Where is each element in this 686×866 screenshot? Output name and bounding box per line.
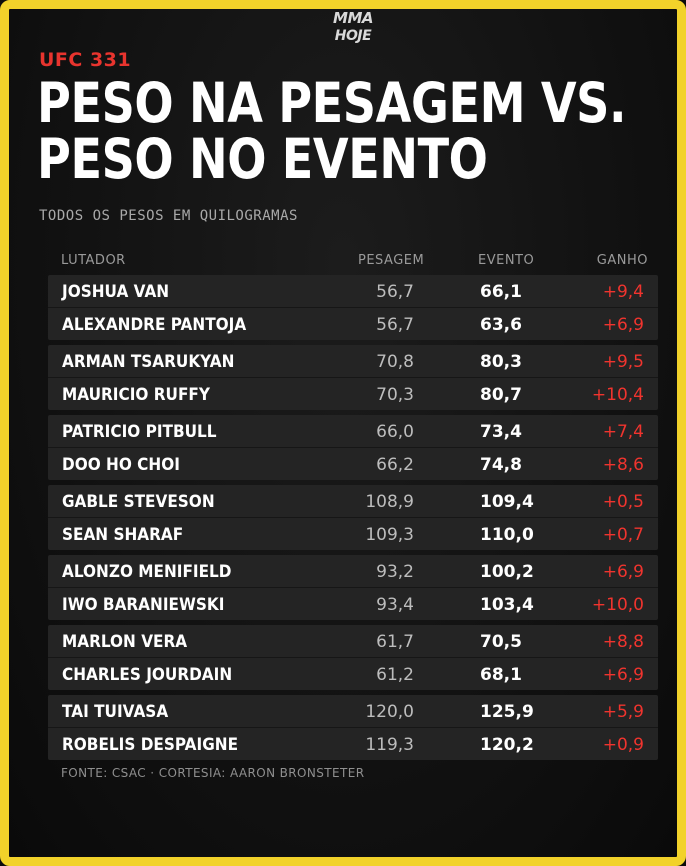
gain-value: +8,6 [602, 455, 644, 475]
header-event: EVENTO [478, 253, 535, 268]
fighter-name: DOO HO CHOI [62, 455, 180, 475]
weigh-in-value: 120,0 [365, 702, 414, 722]
fighter-name: ALONZO MENIFIELD [62, 562, 232, 582]
header-weigh-in: PESAGEM [358, 253, 425, 268]
weigh-in-value: 119,3 [365, 735, 414, 755]
fighter-name: JOSHUA VAN [62, 282, 170, 302]
event-weight-value: 109,4 [480, 492, 534, 512]
page-title: PESO NA PESAGEM VS. PESO NO EVENTO [37, 71, 627, 191]
bout-group: ARMAN TSARUKYAN 70,8 80,3 +9,5 MAURICIO … [48, 345, 658, 410]
event-weight-value: 70,5 [480, 632, 522, 652]
subtitle: TODOS OS PESOS EM QUILOGRAMAS [39, 208, 298, 224]
table-row: GABLE STEVESON 108,9 109,4 +0,5 [48, 485, 658, 517]
fighter-name: MAURICIO RUFFY [62, 385, 210, 405]
weights-table: JOSHUA VAN 56,7 66,1 +9,4 ALEXANDRE PANT… [48, 275, 658, 765]
event-weight-value: 120,2 [480, 735, 534, 755]
header-fighter: LUTADOR [61, 253, 126, 268]
title-line2: PESO NO EVENTO [37, 127, 488, 191]
weigh-in-value: 70,8 [376, 352, 414, 372]
event-weight-value: 74,8 [480, 455, 522, 475]
event-label: UFC 331 [39, 49, 132, 71]
table-row: SEAN SHARAF 109,3 110,0 +0,7 [48, 517, 658, 550]
event-weight-value: 73,4 [480, 422, 522, 442]
fighter-name: ROBELIS DESPAIGNE [62, 735, 239, 755]
event-weight-value: 110,0 [480, 525, 534, 545]
event-weight-value: 68,1 [480, 665, 522, 685]
weigh-in-value: 66,2 [376, 455, 414, 475]
weigh-in-value: 61,2 [376, 665, 414, 685]
bout-group: MARLON VERA 61,7 70,5 +8,8 CHARLES JOURD… [48, 625, 658, 690]
table-header: LUTADOR PESAGEM EVENTO GANHO [48, 251, 658, 271]
gain-value: +10,4 [591, 385, 644, 405]
bout-group: PATRICIO PITBULL 66,0 73,4 +7,4 DOO HO C… [48, 415, 658, 480]
event-weight-value: 125,9 [480, 702, 534, 722]
weigh-in-value: 56,7 [376, 282, 414, 302]
table-row: TAI TUIVASA 120,0 125,9 +5,9 [48, 695, 658, 727]
table-row: ALONZO MENIFIELD 93,2 100,2 +6,9 [48, 555, 658, 587]
gain-value: +6,9 [602, 665, 644, 685]
table-row: ALEXANDRE PANTOJA 56,7 63,6 +6,9 [48, 307, 658, 340]
gain-value: +9,5 [602, 352, 644, 372]
gain-value: +0,7 [602, 525, 644, 545]
table-row: PATRICIO PITBULL 66,0 73,4 +7,4 [48, 415, 658, 447]
gain-value: +6,9 [602, 562, 644, 582]
fighter-name: SEAN SHARAF [62, 525, 184, 545]
logo-line1: MMA [333, 9, 373, 27]
fighter-name: PATRICIO PITBULL [62, 422, 217, 442]
table-row: MAURICIO RUFFY 70,3 80,7 +10,4 [48, 377, 658, 410]
bout-group: TAI TUIVASA 120,0 125,9 +5,9 ROBELIS DES… [48, 695, 658, 760]
fighter-name: TAI TUIVASA [62, 702, 169, 722]
event-weight-value: 100,2 [480, 562, 534, 582]
event-weight-value: 66,1 [480, 282, 522, 302]
source-credit: FONTE: CSAC · CORTESIA: AARON BRONSTETER [61, 766, 365, 780]
gain-value: +0,9 [602, 735, 644, 755]
table-row: MARLON VERA 61,7 70,5 +8,8 [48, 625, 658, 657]
weigh-in-value: 70,3 [376, 385, 414, 405]
fighter-name: ALEXANDRE PANTOJA [62, 315, 247, 335]
fighter-name: GABLE STEVESON [62, 492, 215, 512]
weigh-in-value: 109,3 [365, 525, 414, 545]
event-weight-value: 103,4 [480, 595, 534, 615]
bout-group: JOSHUA VAN 56,7 66,1 +9,4 ALEXANDRE PANT… [48, 275, 658, 340]
title-line1: PESO NA PESAGEM VS. [37, 71, 627, 135]
weigh-in-value: 61,7 [376, 632, 414, 652]
table-row: DOO HO CHOI 66,2 74,8 +8,6 [48, 447, 658, 480]
gain-value: +10,0 [591, 595, 644, 615]
header-gain: GANHO [596, 253, 648, 268]
gain-value: +9,4 [602, 282, 644, 302]
event-weight-value: 63,6 [480, 315, 522, 335]
event-weight-value: 80,3 [480, 352, 522, 372]
table-row: ROBELIS DESPAIGNE 119,3 120,2 +0,9 [48, 727, 658, 760]
gain-value: +8,8 [602, 632, 644, 652]
weigh-in-value: 56,7 [376, 315, 414, 335]
table-row: CHARLES JOURDAIN 61,2 68,1 +6,9 [48, 657, 658, 690]
table-row: JOSHUA VAN 56,7 66,1 +9,4 [48, 275, 658, 307]
bout-group: GABLE STEVESON 108,9 109,4 +0,5 SEAN SHA… [48, 485, 658, 550]
brand-logo: MMA HOJE [324, 9, 382, 51]
table-row: ARMAN TSARUKYAN 70,8 80,3 +9,5 [48, 345, 658, 377]
gain-value: +5,9 [602, 702, 644, 722]
table-row: IWO BARANIEWSKI 93,4 103,4 +10,0 [48, 587, 658, 620]
fighter-name: IWO BARANIEWSKI [62, 595, 225, 615]
weigh-in-value: 66,0 [376, 422, 414, 442]
fighter-name: CHARLES JOURDAIN [62, 665, 233, 685]
gain-value: +7,4 [602, 422, 644, 442]
gain-value: +6,9 [602, 315, 644, 335]
fighter-name: ARMAN TSARUKYAN [62, 352, 235, 372]
bout-group: ALONZO MENIFIELD 93,2 100,2 +6,9 IWO BAR… [48, 555, 658, 620]
weigh-in-value: 93,2 [376, 562, 414, 582]
logo-line2: HOJE [334, 28, 372, 44]
weigh-in-value: 108,9 [365, 492, 414, 512]
weigh-in-value: 93,4 [376, 595, 414, 615]
gain-value: +0,5 [602, 492, 644, 512]
fighter-name: MARLON VERA [62, 632, 188, 652]
event-weight-value: 80,7 [480, 385, 522, 405]
